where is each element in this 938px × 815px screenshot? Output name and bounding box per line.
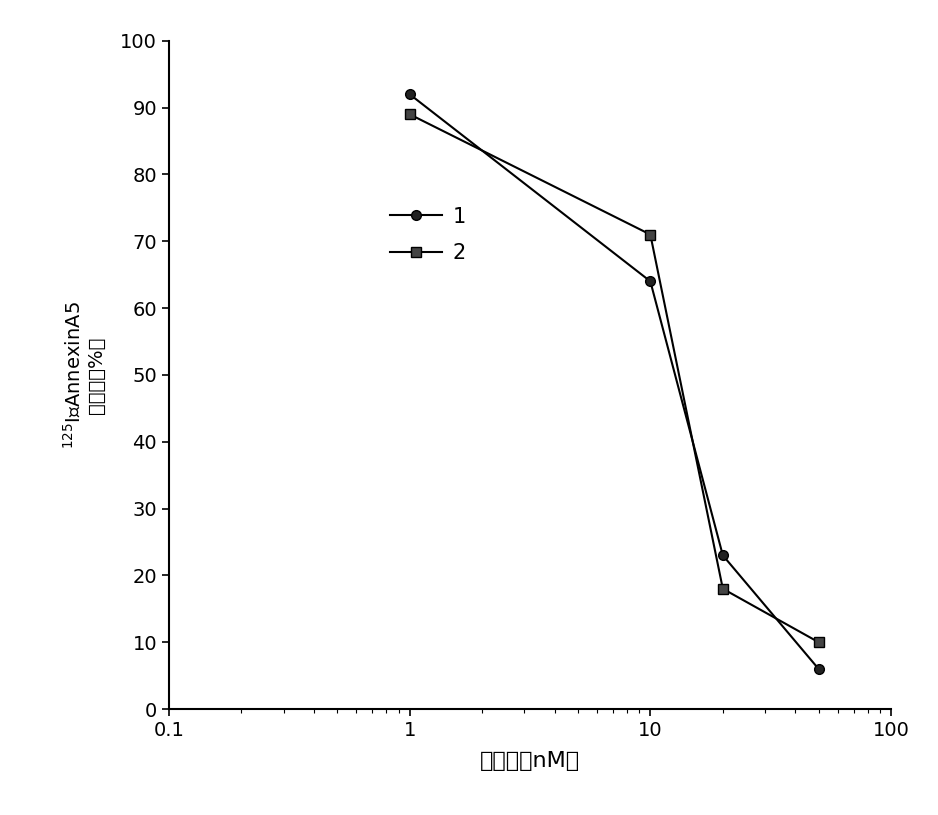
2	[404, 109, 416, 119]
1	[644, 276, 656, 286]
2	[813, 637, 825, 647]
X-axis label: 竞争物（nM）: 竞争物（nM）	[480, 751, 580, 771]
Line: 1: 1	[404, 90, 824, 674]
1	[813, 664, 825, 674]
2	[644, 230, 656, 240]
Legend: 1, 2: 1, 2	[382, 198, 474, 271]
1	[718, 550, 729, 560]
2	[718, 584, 729, 593]
Line: 2: 2	[404, 109, 824, 647]
1	[404, 90, 416, 99]
Y-axis label: $^{125}$I－AnnexinA5
结合率（%）: $^{125}$I－AnnexinA5 结合率（%）	[63, 301, 106, 449]
